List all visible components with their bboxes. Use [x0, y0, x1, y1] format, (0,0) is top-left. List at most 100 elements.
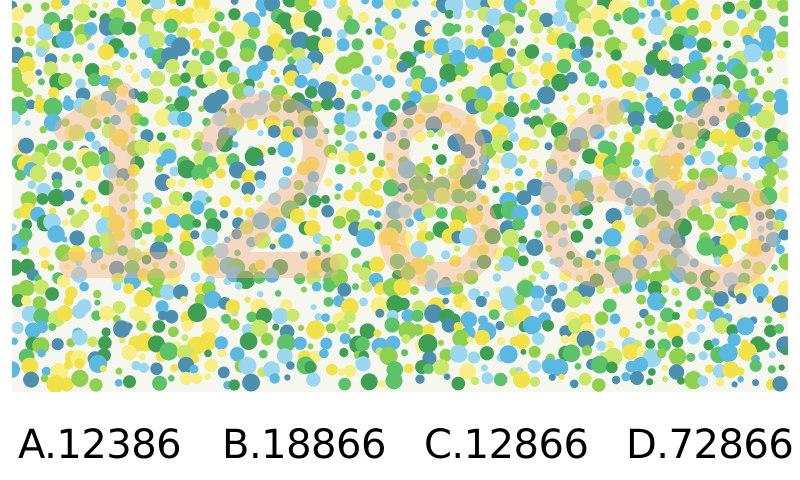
color-blindness-plate-icon: [12, 0, 788, 392]
plate-dot: [190, 230, 200, 240]
plate-dot: [480, 195, 490, 205]
plate-dot: [659, 254, 678, 273]
plate-dot: [304, 86, 318, 99]
plate-dot: [215, 168, 226, 179]
plate-dot: [528, 274, 536, 283]
plate-dot: [270, 216, 287, 233]
plate-dot: [303, 10, 322, 29]
plate-dot: [646, 378, 654, 386]
plate-dot: [224, 236, 231, 244]
plate-dot: [662, 376, 669, 383]
plate-dot: [173, 284, 189, 300]
plate-dot: [553, 134, 571, 152]
plate-dot: [560, 223, 568, 231]
plate-dot: [413, 40, 428, 54]
plate-dot: [668, 167, 683, 182]
plate-dot: [669, 33, 687, 51]
plate-dot: [661, 364, 669, 372]
plate-dot: [669, 208, 681, 220]
plate-dot: [90, 118, 102, 130]
plate-dot: [21, 219, 33, 230]
plate-dot: [191, 48, 200, 56]
plate-dot: [480, 75, 494, 88]
plate-dot: [572, 256, 584, 268]
plate-dot: [312, 62, 320, 70]
plate-dot: [163, 232, 173, 243]
plate-dot: [165, 270, 181, 286]
plate-dot: [530, 20, 544, 34]
plate-dot: [325, 323, 336, 334]
plate-dot: [167, 248, 174, 255]
plate-dot: [255, 194, 263, 202]
plate-dot: [602, 163, 621, 182]
plate-dot: [433, 38, 451, 56]
plate-dot: [724, 303, 731, 310]
plate-dot: [174, 96, 190, 112]
plate-dot: [393, 278, 411, 296]
plate-dot: [623, 132, 636, 144]
plate-dot: [321, 204, 334, 218]
hidden-numeral-stroke: [539, 97, 665, 288]
plate-dot: [425, 116, 443, 133]
plate-dot: [747, 19, 762, 33]
plate-dot: [643, 64, 655, 76]
plate-dot: [20, 246, 30, 255]
plate-dot: [705, 76, 712, 82]
plate-dot: [40, 374, 49, 383]
plate-dot: [410, 286, 419, 296]
plate-dot: [71, 369, 89, 387]
plate-dot: [529, 139, 540, 150]
plate-dot: [596, 182, 609, 195]
plate-dot: [113, 282, 122, 291]
plate-dot: [38, 246, 50, 258]
plate-dot: [94, 299, 101, 306]
plate-dot: [355, 336, 370, 352]
option-c[interactable]: C.12866: [424, 422, 589, 468]
plate-dot: [514, 64, 524, 74]
plate-dot: [775, 31, 788, 48]
plate-dot: [658, 268, 672, 281]
plate-dot: [140, 129, 154, 143]
plate-dot: [547, 231, 554, 239]
plate-dot: [731, 381, 738, 388]
plate-dot: [520, 348, 527, 355]
plate-dot: [424, 279, 437, 292]
plate-dot: [516, 279, 535, 298]
plate-dot: [12, 223, 17, 231]
plate-dot: [120, 206, 128, 213]
plate-dot: [351, 181, 363, 193]
option-d[interactable]: D.72866: [626, 422, 794, 468]
plate-dot: [294, 0, 313, 13]
plate-dot: [321, 194, 330, 204]
plate-dot: [334, 164, 346, 175]
plate-dot: [359, 323, 376, 340]
plate-dot: [574, 363, 582, 370]
plate-dot: [202, 38, 215, 52]
plate-dot: [690, 198, 700, 208]
plate-dot: [282, 99, 297, 113]
plate-dot: [545, 284, 558, 297]
plate-dot: [565, 71, 578, 84]
plate-dot: [130, 228, 143, 240]
plate-dot: [149, 0, 166, 10]
plate-dot: [520, 102, 532, 114]
plate-dot: [671, 287, 680, 296]
plate-dot: [548, 373, 556, 381]
plate-dot: [498, 255, 515, 272]
plate-dot: [638, 12, 646, 19]
plate-dot: [753, 141, 763, 152]
option-a[interactable]: A.12386: [18, 422, 182, 468]
option-b[interactable]: B.18866: [222, 422, 386, 468]
plate-dot: [111, 272, 124, 286]
plate-dot: [401, 349, 409, 357]
plate-dot: [684, 371, 703, 390]
plate-dot: [61, 236, 68, 243]
plate-dot: [231, 309, 239, 317]
plate-dot: [622, 7, 640, 25]
plate-dot: [570, 230, 584, 243]
plate-dot: [635, 268, 651, 283]
plate-dot: [714, 206, 727, 219]
plate-dot: [230, 0, 239, 5]
plate-dot: [58, 18, 73, 33]
plate-dot: [361, 90, 369, 97]
